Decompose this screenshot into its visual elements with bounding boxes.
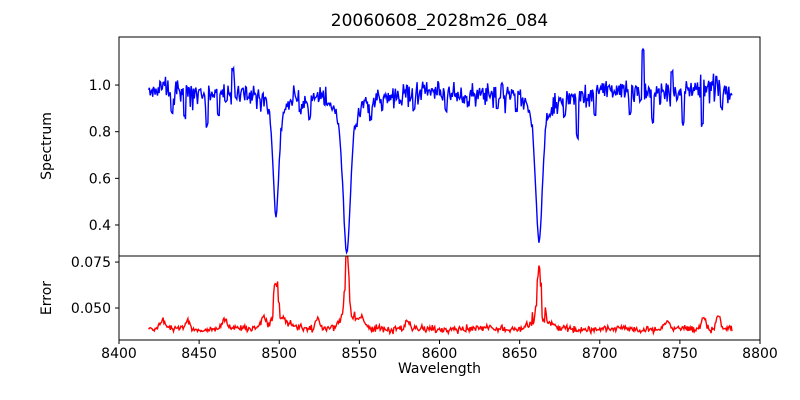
spectrum-panel-frame [118,36,761,257]
y-tick-label-spectrum: 1.0 [89,78,111,94]
x-tick-label: 8750 [662,346,698,362]
y-axis-label-error: Error [39,280,55,316]
x-axis-label: Wavelength [397,361,482,377]
y-axis-label-spectrum: Spectrum [39,112,55,180]
error-line [148,256,733,336]
x-tick-label: 8500 [261,346,297,362]
x-tick-label: 8700 [582,346,618,362]
x-tick-label: 8400 [101,346,137,362]
x-tick-label: 8800 [742,346,778,362]
x-tick-label: 8650 [502,346,538,362]
y-tick-label-error: 0.075 [71,255,111,271]
y-tick-label-error: 0.050 [71,301,111,317]
x-tick-label: 8450 [181,346,217,362]
x-tick-label: 8600 [422,346,458,362]
spectrum-line [147,47,733,255]
y-tick-label-spectrum: 0.8 [89,125,111,141]
y-tick-label-spectrum: 0.4 [89,218,111,234]
x-tick-label: 8550 [342,346,378,362]
y-tick-label-spectrum: 0.6 [89,171,111,187]
figure-title: 20060608_2028m26_084 [330,11,549,31]
